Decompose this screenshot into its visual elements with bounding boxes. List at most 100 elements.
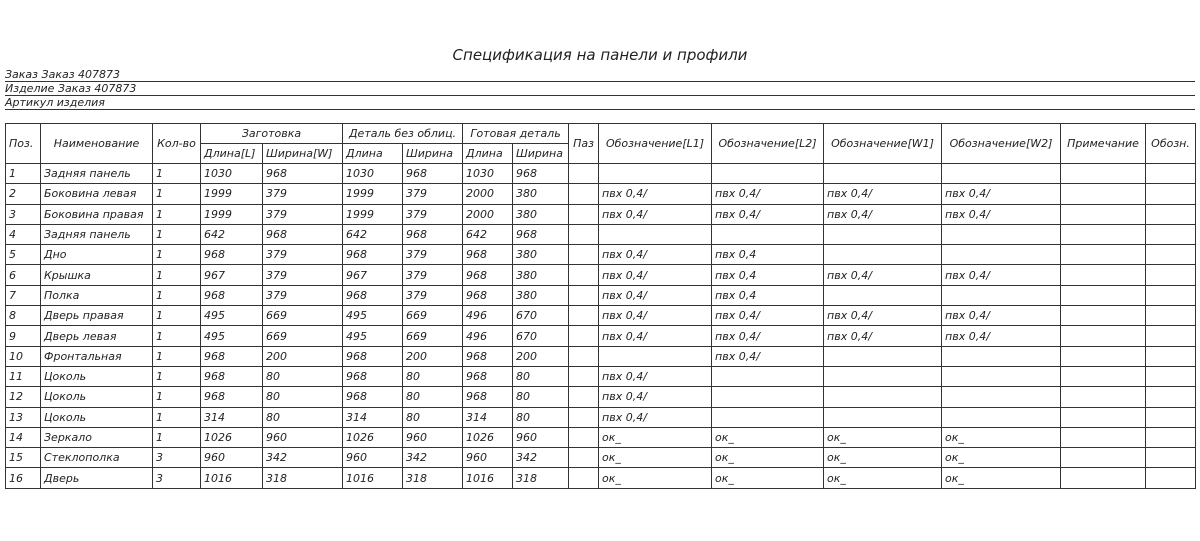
- cell-detail-width: 960: [401, 426, 464, 449]
- cell-edge-w2: пвх 0,4/: [941, 203, 1062, 225]
- order-label: Заказ: [5, 68, 39, 81]
- cell-edge-l2: пвх 0,4/: [711, 183, 825, 205]
- cell-note: [1060, 426, 1147, 449]
- cell-blank-length: 968: [200, 386, 263, 408]
- cell-blank-length: 968: [200, 244, 263, 266]
- cell-edge-w1: пвх 0,4/: [823, 305, 943, 327]
- cell-detail-length: 1999: [342, 183, 403, 205]
- cell-edge-l2: пвх 0,4: [711, 264, 825, 286]
- cell-edge-w2: ок_: [941, 447, 1062, 469]
- cell-blank-width: 669: [262, 305, 343, 327]
- cell-edge-l1: пвх 0,4/: [598, 203, 713, 225]
- cell-code: [1145, 305, 1197, 327]
- cell-qty: 1: [152, 406, 201, 428]
- cell-edge-w2: [941, 162, 1062, 185]
- cell-edge-l1: ок_: [598, 447, 713, 469]
- cell-code: [1145, 426, 1197, 449]
- cell-finished-width: 670: [512, 325, 570, 347]
- cell-edge-l2: пвх 0,4: [711, 284, 825, 307]
- cell-edge-l2: [711, 365, 825, 388]
- cell-blank-width: 379: [262, 264, 343, 286]
- cell-edge-l1: пвх 0,4/: [598, 365, 713, 388]
- cell-edge-w2: [941, 223, 1062, 246]
- cell-name: Задняя панель: [40, 223, 153, 246]
- cell-edge-w1: пвх 0,4/: [823, 325, 943, 347]
- cell-paz: [568, 345, 600, 367]
- cell-edge-w2: [941, 386, 1062, 408]
- table-row: 12 Цоколь 1 968 80 968 80 968 80 пвх 0,4/: [5, 386, 1197, 408]
- product-label: Изделие: [5, 82, 55, 95]
- cell-finished-length: 642: [462, 223, 514, 246]
- cell-detail-length: 968: [342, 386, 403, 408]
- cell-edge-w1: ок_: [823, 447, 943, 469]
- cell-pos: 1: [5, 162, 41, 185]
- cell-paz: [568, 467, 600, 489]
- cell-paz: [568, 406, 600, 428]
- cell-name: Фронтальная: [40, 345, 153, 367]
- cell-code: [1145, 386, 1197, 408]
- cell-blank-length: 642: [200, 223, 263, 246]
- cell-qty: 1: [152, 365, 201, 388]
- cell-detail-length: 642: [342, 223, 403, 246]
- cell-edge-l2: [711, 386, 825, 408]
- cell-note: [1060, 183, 1147, 205]
- header-finished: Готовая деталь: [462, 123, 570, 144]
- cell-edge-w1: пвх 0,4/: [823, 203, 943, 225]
- cell-note: [1060, 305, 1147, 327]
- cell-edge-l1: [598, 223, 713, 246]
- cell-blank-length: 495: [200, 305, 263, 327]
- cell-finished-width: 80: [512, 386, 570, 408]
- table-row: 3 Боковина правая 1 1999 379 1999 379 2000 380 пв…: [5, 203, 1197, 225]
- cell-edge-l2: [711, 162, 825, 185]
- header-blank-width: Ширина[W]: [262, 143, 343, 164]
- cell-edge-w1: [823, 162, 943, 185]
- cell-finished-length: 968: [462, 244, 514, 266]
- table-row: 1 Задняя панель 1 1030 968 1030 968 1030 968: [5, 162, 1197, 185]
- cell-finished-width: 968: [512, 223, 570, 246]
- article-label: Артикул изделия: [5, 96, 105, 109]
- cell-blank-length: 960: [200, 447, 263, 469]
- cell-pos: 14: [5, 426, 41, 449]
- cell-paz: [568, 386, 600, 408]
- cell-edge-w2: ок_: [941, 467, 1062, 489]
- cell-detail-length: 960: [342, 447, 403, 469]
- cell-edge-l1: ок_: [598, 426, 713, 449]
- cell-paz: [568, 284, 600, 307]
- cell-finished-length: 1026: [462, 426, 514, 449]
- cell-edge-l2: ок_: [711, 447, 825, 469]
- cell-qty: 1: [152, 305, 201, 327]
- cell-paz: [568, 426, 600, 449]
- cell-finished-width: 968: [512, 162, 570, 185]
- cell-detail-width: 379: [401, 203, 464, 225]
- cell-finished-width: 380: [512, 264, 570, 286]
- cell-edge-w2: пвх 0,4/: [941, 305, 1062, 327]
- cell-finished-length: 1016: [462, 467, 514, 489]
- cell-qty: 1: [152, 162, 201, 185]
- cell-note: [1060, 386, 1147, 408]
- cell-blank-length: 314: [200, 406, 263, 428]
- cell-qty: 1: [152, 264, 201, 286]
- cell-blank-length: 968: [200, 365, 263, 388]
- cell-finished-width: 318: [512, 467, 570, 489]
- header-code: Обозн.: [1145, 123, 1197, 164]
- cell-edge-w1: пвх 0,4/: [823, 264, 943, 286]
- cell-paz: [568, 162, 600, 185]
- cell-detail-length: 1026: [342, 426, 403, 449]
- cell-finished-length: 496: [462, 305, 514, 327]
- cell-qty: 1: [152, 244, 201, 266]
- table-row: 10 Фронтальная 1 968 200 968 200 968 200 пвх 0,4/: [5, 345, 1197, 367]
- table-row: 5 Дно 1 968 379 968 379 968 380 пвх 0,4/пвх 0,4: [5, 244, 1197, 266]
- cell-detail-length: 1030: [342, 162, 403, 185]
- cell-finished-length: 968: [462, 284, 514, 307]
- cell-finished-length: 968: [462, 365, 514, 388]
- cell-edge-w1: [823, 386, 943, 408]
- cell-edge-l1: пвх 0,4/: [598, 406, 713, 428]
- cell-note: [1060, 162, 1147, 185]
- cell-pos: 5: [5, 244, 41, 266]
- order-value: Заказ 407873: [41, 68, 121, 81]
- cell-finished-width: 670: [512, 305, 570, 327]
- cell-qty: 1: [152, 325, 201, 347]
- cell-name: Цоколь: [40, 386, 153, 408]
- header-blank-length: Длина[L]: [200, 143, 263, 164]
- cell-paz: [568, 305, 600, 327]
